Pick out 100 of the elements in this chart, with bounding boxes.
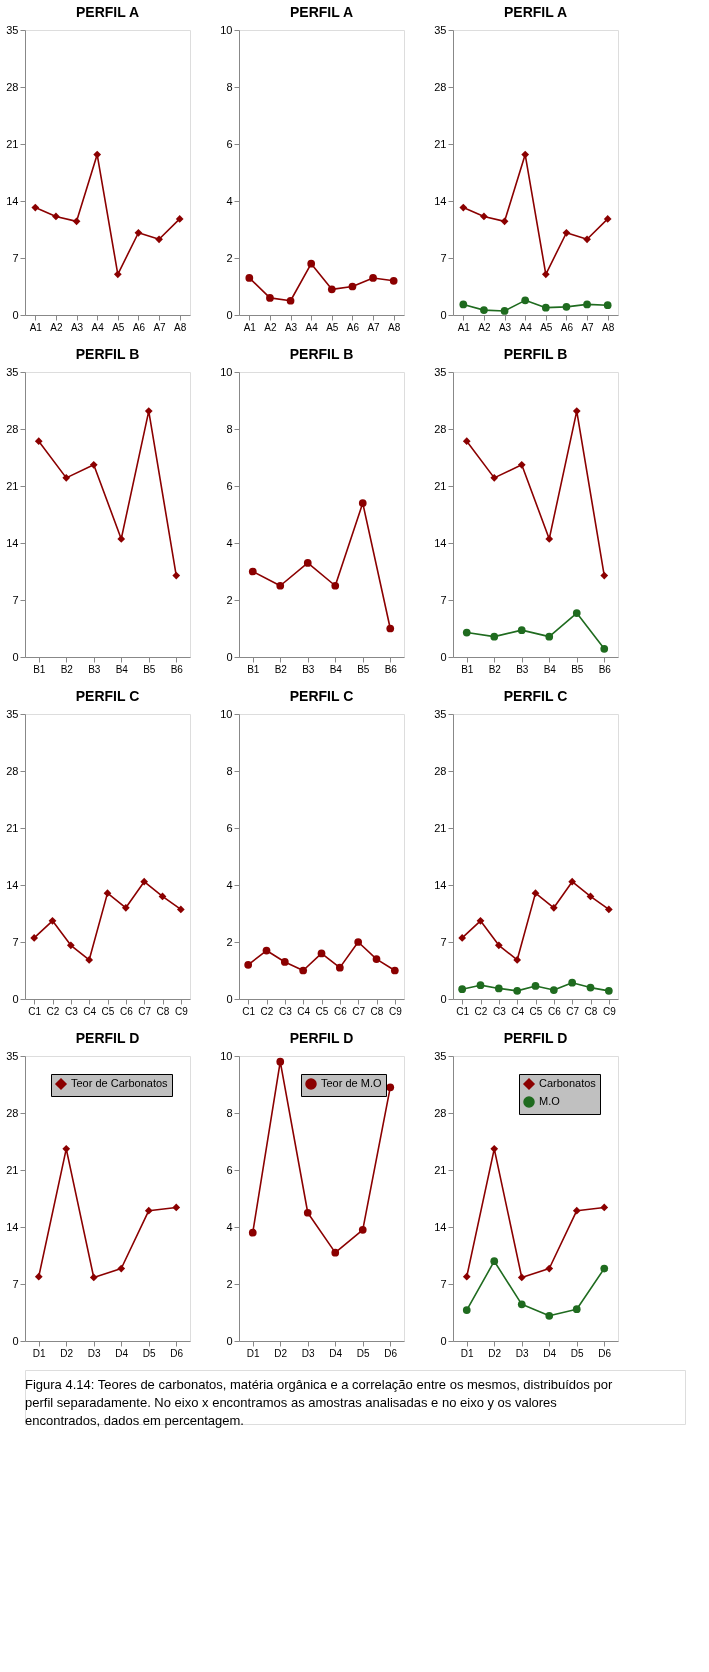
x-tick-label: C2 — [46, 1005, 60, 1017]
y-tick-label: 14 — [6, 878, 19, 891]
x-tick-label: C7 — [352, 1005, 366, 1017]
point — [299, 966, 308, 975]
x-tick-label: B4 — [115, 663, 129, 675]
x-tick-label: D4 — [329, 1347, 343, 1359]
x-tick-label: B5 — [571, 663, 584, 675]
point — [303, 559, 312, 567]
point — [140, 877, 149, 886]
y-tick-label: 14 — [434, 878, 447, 891]
y-tick-label: 6 — [226, 479, 233, 492]
point — [348, 282, 357, 291]
point — [144, 1206, 153, 1215]
point — [358, 1225, 367, 1234]
y-tick-label: 35 — [6, 23, 19, 36]
x-tick-label: A1 — [457, 321, 471, 333]
point — [85, 956, 94, 964]
y-tick-label: 4 — [226, 194, 233, 207]
y-tick-label: 8 — [226, 422, 233, 435]
point — [494, 984, 503, 993]
point — [266, 294, 274, 302]
x-tick-label: B4 — [543, 663, 557, 675]
y-tick-label: 28 — [434, 80, 447, 93]
y-tick-label: 0 — [226, 992, 233, 1005]
point — [62, 1144, 71, 1153]
x-tick-label: D5 — [356, 1347, 371, 1359]
point — [531, 889, 540, 898]
x-tick-label: A6 — [132, 321, 146, 333]
x-tick-label: B1 — [33, 663, 46, 675]
x-tick-label: C6 — [119, 1005, 134, 1017]
point — [600, 571, 609, 580]
point — [117, 535, 126, 543]
y-tick-label: 28 — [6, 80, 19, 93]
chart-title: PERFIL D — [289, 1030, 354, 1046]
y-tick-label: 14 — [6, 1220, 19, 1233]
point — [500, 217, 509, 226]
point — [134, 228, 143, 237]
point — [331, 581, 340, 590]
point — [369, 274, 377, 282]
x-tick-label: A7 — [367, 321, 381, 333]
point — [600, 644, 609, 653]
point — [531, 982, 540, 990]
x-tick-label: C7 — [566, 1005, 580, 1017]
y-tick-label: 7 — [440, 935, 447, 948]
x-tick-label: A6 — [560, 321, 574, 333]
point — [517, 1273, 526, 1282]
y-tick-label: 2 — [226, 593, 233, 606]
y-tick-label: 7 — [440, 1277, 447, 1290]
x-tick-label: C9 — [388, 1005, 403, 1017]
point — [603, 215, 612, 223]
y-tick-label: 7 — [440, 251, 447, 264]
y-tick-label: 28 — [6, 1106, 19, 1119]
point — [572, 609, 581, 617]
point — [572, 1206, 581, 1215]
y-tick-label: 0 — [440, 1334, 447, 1347]
point — [172, 1203, 181, 1212]
point — [545, 535, 554, 543]
point — [462, 1272, 471, 1281]
x-tick-label: D5 — [142, 1347, 157, 1359]
x-tick-label: B3 — [302, 663, 315, 675]
x-tick-label: C7 — [138, 1005, 152, 1017]
point — [521, 150, 530, 159]
chart-title: PERFIL A — [289, 4, 354, 20]
chart-title: PERFIL C — [75, 688, 140, 704]
x-tick-label: B4 — [329, 663, 343, 675]
y-tick-label: 0 — [440, 992, 447, 1005]
point — [286, 296, 295, 305]
y-tick-label: 0 — [12, 308, 19, 321]
point — [103, 889, 112, 898]
point — [586, 983, 595, 992]
y-tick-label: 0 — [226, 1334, 233, 1347]
x-tick-label: B1 — [461, 663, 474, 675]
point — [572, 1305, 581, 1314]
x-tick-label: A6 — [346, 321, 360, 333]
point — [30, 934, 39, 942]
x-tick-label: D2 — [274, 1347, 288, 1359]
chart-title: PERFIL B — [503, 346, 568, 362]
y-tick-label: 0 — [226, 650, 233, 663]
x-tick-label: C1 — [456, 1005, 470, 1017]
point — [307, 259, 316, 268]
point — [66, 941, 75, 950]
point — [462, 437, 471, 446]
y-tick-label: 28 — [434, 1106, 447, 1119]
point — [48, 916, 57, 925]
y-tick-label: 8 — [226, 80, 233, 93]
x-tick-label: A2 — [478, 321, 491, 333]
y-tick-label: 35 — [434, 365, 447, 378]
x-tick-label: A5 — [112, 321, 125, 333]
chart-title: PERFIL B — [289, 346, 354, 362]
point — [562, 228, 571, 237]
point — [459, 203, 468, 212]
x-tick-label: A2 — [50, 321, 63, 333]
x-tick-label: C5 — [101, 1005, 115, 1017]
x-tick-label: D3 — [301, 1347, 316, 1359]
point — [541, 270, 550, 279]
y-tick-label: 4 — [226, 1220, 233, 1233]
x-tick-label: A3 — [498, 321, 512, 333]
x-tick-label: C3 — [64, 1005, 79, 1017]
x-tick-label: A7 — [153, 321, 167, 333]
y-tick-label: 10 — [220, 707, 233, 720]
